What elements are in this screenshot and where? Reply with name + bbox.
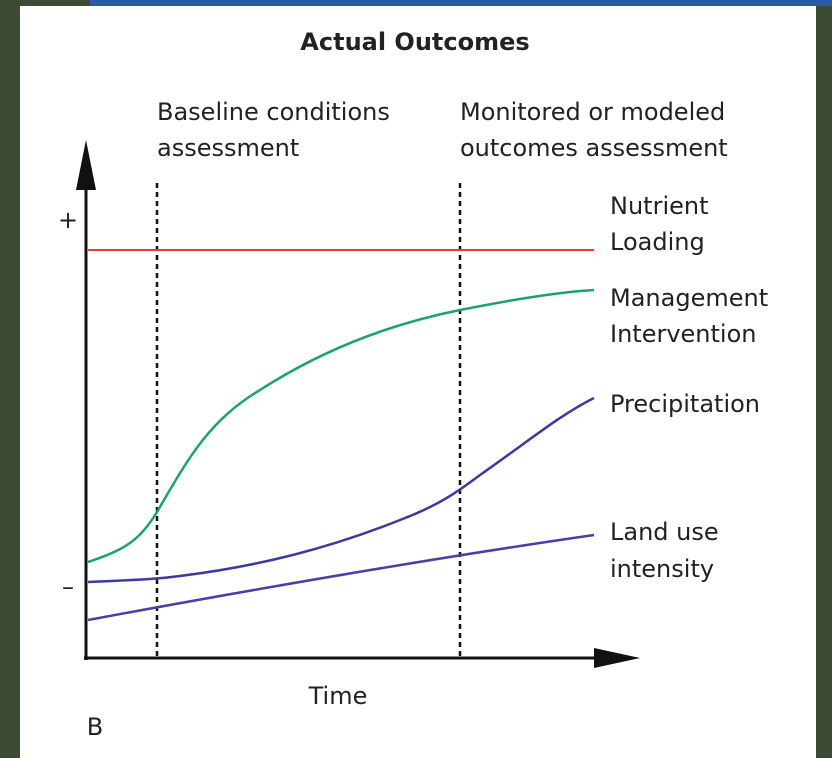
axis-low: –: [62, 573, 74, 601]
axis-high: +: [58, 206, 78, 234]
curve-label: Land use: [610, 518, 719, 546]
curve-label: intensity: [610, 555, 714, 583]
x-axis-label: Time: [308, 682, 368, 710]
phase-label: assessment: [157, 134, 299, 162]
title: Actual Outcomes: [300, 28, 529, 56]
curve-label: Loading: [610, 228, 705, 256]
phase-label: Baseline conditions: [157, 98, 390, 126]
page: Actual Outcomes Baseline conditions asse…: [0, 0, 832, 758]
phase-label: Monitored or modeled: [460, 98, 725, 126]
background-strip: [90, 0, 832, 6]
curve-label: Precipitation: [610, 390, 760, 418]
curve-label: Management: [610, 284, 768, 312]
curve-label: Intervention: [610, 320, 756, 348]
phase-label: outcomes assessment: [460, 134, 728, 162]
curve-label: Nutrient: [610, 192, 709, 220]
figure: Actual Outcomes Baseline conditions asse…: [0, 0, 832, 758]
panel-label: B: [87, 713, 103, 741]
